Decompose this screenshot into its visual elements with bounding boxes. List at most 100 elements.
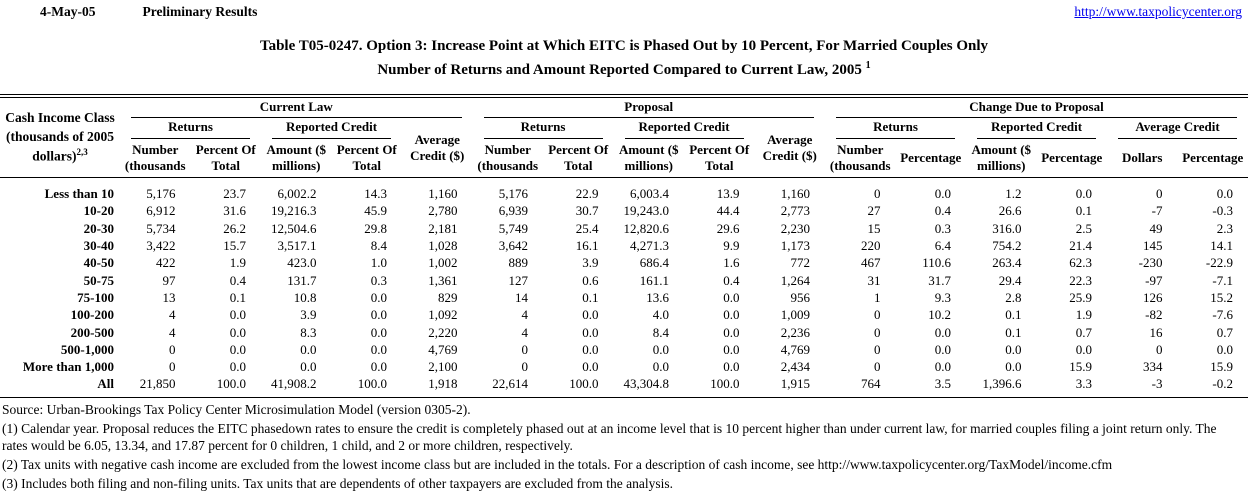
cell-value: 0 xyxy=(1107,178,1178,203)
cell-value: 5,176 xyxy=(473,178,544,203)
cell-value: 45.9 xyxy=(332,202,403,219)
cell-value: 0 xyxy=(825,306,896,323)
cell-value: 0.0 xyxy=(543,358,614,375)
cell-value: 0.0 xyxy=(191,341,262,358)
preliminary-results-label: Preliminary Results xyxy=(142,4,257,20)
cell-value: 0.0 xyxy=(543,323,614,340)
source-note: Source: Urban-Brookings Tax Policy Cente… xyxy=(2,401,1244,419)
subgroup-header-reported-credit-change: Reported Credit xyxy=(966,119,1107,139)
cell-value: 2,236 xyxy=(755,323,826,340)
cell-value: -0.2 xyxy=(1178,375,1248,397)
cell-value: 0 xyxy=(120,358,191,375)
cell-value: 2,434 xyxy=(755,358,826,375)
row-label: 200-500 xyxy=(0,323,120,340)
cell-value: 0.0 xyxy=(684,306,755,323)
cell-value: 2,780 xyxy=(402,202,473,219)
cell-value: 0 xyxy=(1107,341,1178,358)
col-header-number-cl: Number(thousands xyxy=(120,139,191,178)
cell-value: 8.3 xyxy=(261,323,332,340)
cell-value: 19,243.0 xyxy=(614,202,685,219)
cell-value: 49 xyxy=(1107,220,1178,237)
cell-value: 12,504.6 xyxy=(261,220,332,237)
cell-value: 0.0 xyxy=(684,358,755,375)
cell-value: 0.0 xyxy=(1178,341,1248,358)
cell-value: 467 xyxy=(825,254,896,271)
cell-value: 0 xyxy=(825,358,896,375)
cell-value: 1,092 xyxy=(402,306,473,323)
cell-value: 10.8 xyxy=(261,289,332,306)
cell-value: 29.6 xyxy=(684,220,755,237)
row-label: 500-1,000 xyxy=(0,341,120,358)
cell-value: 422 xyxy=(120,254,191,271)
cell-value: 1.9 xyxy=(1037,306,1108,323)
cell-value: 0.0 xyxy=(332,323,403,340)
cell-value: 0.0 xyxy=(543,341,614,358)
subgroup-header-average-credit-change: Average Credit xyxy=(1107,119,1248,139)
cell-value: 127 xyxy=(473,271,544,288)
col-header-percentage-avg-change: Percentage xyxy=(1178,139,1248,178)
cell-value: 100.0 xyxy=(332,375,403,397)
cell-value: 0.0 xyxy=(191,306,262,323)
cell-value: 686.4 xyxy=(614,254,685,271)
document-date: 4-May-05 xyxy=(40,4,95,20)
row-label: 30-40 xyxy=(0,237,120,254)
cell-value: 3.9 xyxy=(261,306,332,323)
cell-value: 23.7 xyxy=(191,178,262,203)
cell-value: 0 xyxy=(825,178,896,203)
cell-value: 0.6 xyxy=(543,271,614,288)
cell-value: 31.7 xyxy=(896,271,967,288)
cell-value: 5,734 xyxy=(120,220,191,237)
taxpolicycenter-link[interactable]: http://www.taxpolicycenter.org xyxy=(1074,4,1242,20)
row-label: More than 1,000 xyxy=(0,358,120,375)
cell-value: 220 xyxy=(825,237,896,254)
footnote-1: (1) Calendar year. Proposal reduces the … xyxy=(2,420,1244,456)
footnote-3: (3) Includes both filing and non-filing … xyxy=(2,475,1244,493)
cell-value: 12,820.6 xyxy=(614,220,685,237)
cell-value: 13.6 xyxy=(614,289,685,306)
cell-value: 0.0 xyxy=(332,306,403,323)
cell-value: 1,264 xyxy=(755,271,826,288)
cell-value: 161.1 xyxy=(614,271,685,288)
cell-value: 0.0 xyxy=(261,358,332,375)
cell-value: -7.1 xyxy=(1178,271,1248,288)
cell-value: 29.4 xyxy=(966,271,1037,288)
cell-value: 0.0 xyxy=(543,306,614,323)
cell-value: -7 xyxy=(1107,202,1178,219)
cell-value: 0.0 xyxy=(1037,178,1108,203)
cell-value: 6,939 xyxy=(473,202,544,219)
cell-value: 0.1 xyxy=(191,289,262,306)
col-header-cash-income-class: Cash Income Class (thousands of 2005 dol… xyxy=(0,96,120,178)
cell-value: 0.0 xyxy=(614,358,685,375)
cell-value: 41,908.2 xyxy=(261,375,332,397)
cell-value: 3,422 xyxy=(120,237,191,254)
cell-value: 0.0 xyxy=(966,358,1037,375)
cell-value: 0.0 xyxy=(684,289,755,306)
cell-value: 2,773 xyxy=(755,202,826,219)
row-header-footnote-ref: 2,3 xyxy=(77,147,88,157)
page-title: Table T05-0247. Option 3: Increase Point… xyxy=(0,35,1248,81)
cell-value: 6,912 xyxy=(120,202,191,219)
cell-value: 15.7 xyxy=(191,237,262,254)
cell-value: 10.2 xyxy=(896,306,967,323)
cell-value: 97 xyxy=(120,271,191,288)
cell-value: 263.4 xyxy=(966,254,1037,271)
cell-value: 0 xyxy=(473,341,544,358)
cell-value: 4 xyxy=(120,323,191,340)
col-header-amount-proposal: Amount ($millions) xyxy=(614,139,685,178)
cell-value: 25.9 xyxy=(1037,289,1108,306)
cell-value: 772 xyxy=(755,254,826,271)
cell-value: 0.0 xyxy=(896,178,967,203)
cell-value: 0.4 xyxy=(191,271,262,288)
cell-value: 1,160 xyxy=(402,178,473,203)
group-header-current-law: Current Law xyxy=(120,96,473,119)
cell-value: 1,160 xyxy=(755,178,826,203)
cell-value: 0.0 xyxy=(684,341,755,358)
